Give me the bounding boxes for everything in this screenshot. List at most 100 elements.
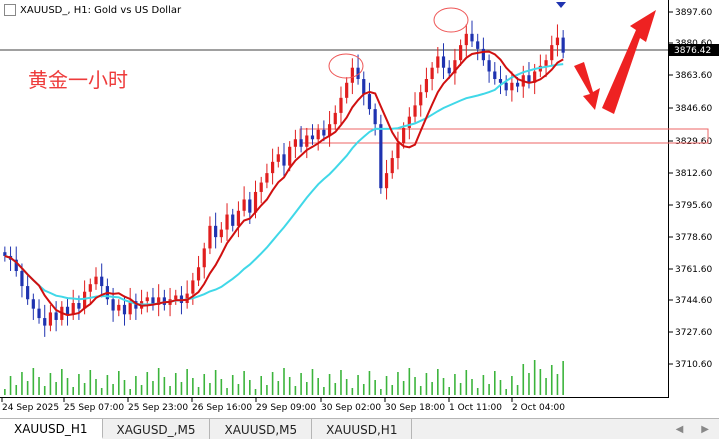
price-zone-rectangle (299, 128, 709, 144)
tab-label: XAGUSD_,M5 (116, 423, 196, 437)
price-axis-label: 3761.60 (675, 265, 712, 275)
candle-bull (402, 127, 406, 144)
candle-bear (504, 82, 508, 91)
price-axis-label: 3863.60 (675, 71, 712, 81)
candle-bear (498, 79, 503, 83)
candle-bull (550, 45, 554, 61)
candle-bull (464, 33, 468, 46)
candle-bear (487, 60, 491, 72)
candle-bull (219, 229, 223, 238)
time-axis-label: 30 Sep 18:00 (385, 403, 445, 413)
candle-bull (117, 304, 121, 311)
tab-label: XAUUSD,H1 (326, 423, 398, 437)
tab-xagusd-m5[interactable]: XAGUSD_,M5 (103, 419, 211, 439)
chart-annotation-text: 黄金一小时 (28, 68, 128, 92)
candle-bear (515, 82, 520, 87)
time-axis-label: 25 Sep 23:00 (128, 403, 188, 413)
candle-bear (231, 214, 235, 226)
candle-bull (88, 284, 92, 292)
candle-bear (111, 299, 115, 311)
candle-bull (327, 124, 332, 136)
time-axis-label: 2 Oct 04:00 (512, 403, 565, 413)
chart-title: XAUUSD_, H1: Gold vs US Dollar (20, 4, 182, 16)
candle-bear (299, 139, 303, 147)
candle-bear (20, 271, 24, 287)
candle-bear (481, 48, 485, 61)
chart-title-bar: XAUUSD_, H1: Gold vs US Dollar (4, 4, 181, 16)
time-axis-label: 24 Sep 2025 (2, 403, 59, 413)
price-axis-label: 3897.60 (675, 8, 712, 18)
chart-tabs: XAUUSD_H1 XAGUSD_,M5 XAUUSD,M5 XAUUSD,H1… (0, 418, 719, 439)
candle-bear (26, 286, 30, 300)
candle-bull (339, 97, 343, 113)
candle-bull (157, 297, 161, 305)
tab-navigation: ◀ ▶ (676, 419, 719, 439)
candle-bear (162, 297, 166, 305)
candle-bear (43, 318, 47, 326)
time-axis-label: 30 Sep 02:00 (321, 403, 381, 413)
candle-bear (14, 259, 18, 272)
time-axis-label: 29 Sep 09:00 (256, 403, 316, 413)
candle-bull (265, 173, 269, 183)
candle-bear (373, 109, 377, 125)
candle-bull (390, 158, 394, 174)
candle-bull (71, 303, 75, 315)
candle-bear (100, 276, 104, 287)
candle-bear (441, 56, 446, 68)
price-axis-label: 3744.60 (675, 296, 712, 306)
tab-xauusd-h1-active[interactable]: XAUUSD_H1 (0, 419, 103, 439)
tab-scroll-left-icon[interactable]: ◀ (675, 423, 684, 435)
candle-bull (453, 60, 457, 74)
candle-bear (470, 33, 474, 42)
moving-average-slow-line (4, 63, 564, 306)
candle-bear (31, 299, 35, 309)
tab-xauusd-h1[interactable]: XAUUSD,H1 (312, 419, 413, 439)
candle-bull (544, 60, 548, 66)
last-bar-marker-icon (556, 2, 566, 8)
candle-bear (179, 295, 184, 304)
chart-window-icon (4, 4, 16, 16)
price-axis-label: 3812.60 (675, 169, 712, 179)
candle-bull (305, 135, 309, 147)
chart-window[interactable]: XAUUSD_, H1: Gold vs US Dollar 黄金一小时 389… (0, 0, 719, 418)
tab-xauusd-m5[interactable]: XAUUSD,M5 (210, 419, 313, 439)
moving-average-fast-line (4, 50, 564, 317)
candle-bear (151, 297, 155, 305)
price-axis-label: 3727.60 (675, 328, 712, 338)
candle-bull (94, 276, 98, 285)
candle-bear (493, 71, 497, 80)
candle-bull (293, 139, 297, 147)
chart-plot-area[interactable] (0, 0, 669, 398)
candle-bear (367, 94, 372, 110)
candle-bear (134, 301, 138, 309)
candle-bull (350, 67, 354, 83)
candle-bull (242, 199, 246, 211)
candle-bull (396, 143, 400, 159)
price-chart[interactable]: 3897.603880.603863.603846.603829.603812.… (0, 0, 719, 418)
candle-bull (145, 297, 149, 302)
price-axis-label: 3846.60 (675, 104, 712, 114)
candle-bear (310, 135, 315, 140)
candle-bear (322, 129, 326, 136)
candle-bear (122, 304, 127, 315)
price-axis-label: 3795.60 (675, 201, 712, 211)
candle-bear (379, 124, 383, 189)
candle-bear (527, 75, 531, 83)
candle-bull (413, 105, 417, 117)
current-price-box (669, 44, 719, 56)
tab-label: XAUUSD,M5 (224, 423, 298, 437)
candle-bull (236, 210, 241, 226)
candle-bull (83, 291, 87, 309)
tab-scroll-right-icon[interactable]: ▶ (701, 423, 709, 435)
candle-bear (248, 199, 252, 213)
down-arrow-icon (574, 62, 600, 110)
candle-bull (333, 112, 337, 125)
time-axis-label: 1 Oct 11:00 (449, 403, 502, 413)
candle-bull (288, 146, 292, 166)
candle-bull (345, 82, 349, 98)
up-arrow-icon (602, 10, 656, 114)
candle-bull (259, 182, 263, 192)
price-axis-label: 3710.60 (675, 360, 712, 370)
price-axis-label: 3829.60 (675, 137, 712, 147)
candle-bull (384, 173, 389, 189)
